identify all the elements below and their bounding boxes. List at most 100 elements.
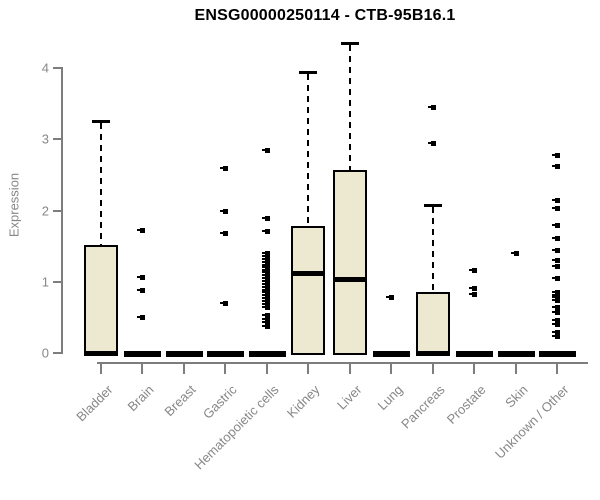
outlier-point-hematopoietic-cells bbox=[261, 270, 270, 276]
outlier-point-hematopoietic-cells bbox=[261, 256, 270, 262]
outlier-point-hematopoietic-cells bbox=[261, 273, 270, 279]
outlier-point-unknown-other bbox=[552, 276, 560, 282]
median-kidney bbox=[291, 271, 325, 277]
outlier-point-hematopoietic-cells bbox=[261, 281, 270, 287]
outlier-point-hematopoietic-cells bbox=[261, 254, 270, 260]
zero-bar-skin bbox=[497, 351, 535, 357]
outlier-point-hematopoietic-cells bbox=[261, 313, 270, 319]
outlier-point-brain bbox=[137, 275, 145, 281]
outlier-point-hematopoietic-cells bbox=[261, 304, 270, 310]
outlier-point-hematopoietic-cells bbox=[261, 229, 270, 235]
whisker-bladder bbox=[99, 122, 102, 245]
outlier-point-hematopoietic-cells bbox=[261, 301, 270, 307]
outlier-point-unknown-other bbox=[552, 333, 560, 339]
outlier-point-hematopoietic-cells bbox=[261, 284, 270, 290]
y-axis-tick-label: 3 bbox=[41, 131, 49, 147]
outlier-point-gastric bbox=[220, 231, 228, 237]
outlier-point-unknown-other bbox=[552, 197, 560, 203]
y-axis-tick bbox=[53, 67, 61, 69]
y-axis-tick-label: 1 bbox=[41, 274, 49, 290]
outlier-point-hematopoietic-cells bbox=[261, 264, 270, 270]
outlier-point-unknown-other bbox=[552, 235, 560, 241]
x-axis-label-liver: Liver bbox=[333, 382, 365, 413]
zero-bar-unknown-other bbox=[539, 351, 576, 357]
outlier-point-lung bbox=[386, 295, 394, 301]
outlier-point-gastric bbox=[220, 165, 228, 171]
outlier-point-hematopoietic-cells bbox=[261, 287, 270, 293]
outlier-point-hematopoietic-cells bbox=[261, 298, 270, 304]
y-axis-tick bbox=[53, 352, 61, 354]
y-axis-tick-label: 4 bbox=[41, 60, 49, 76]
x-axis-label-kidney: Kidney bbox=[283, 382, 323, 421]
box-bladder bbox=[83, 244, 118, 355]
outlier-point-hematopoietic-cells bbox=[261, 215, 270, 221]
x-axis-tick bbox=[224, 362, 226, 374]
x-axis-tick bbox=[307, 362, 309, 374]
x-axis-tick bbox=[99, 362, 102, 374]
whisker-cap-liver bbox=[340, 42, 359, 46]
x-axis-label-prostate: Prostate bbox=[443, 382, 489, 427]
median-pancreas bbox=[415, 351, 450, 356]
y-axis-tick-label: 2 bbox=[41, 203, 49, 218]
median-liver bbox=[332, 276, 367, 282]
outlier-point-unknown-other bbox=[552, 330, 560, 336]
whisker-kidney bbox=[307, 73, 309, 227]
outlier-point-hematopoietic-cells bbox=[261, 276, 270, 282]
zero-bar-brain bbox=[124, 351, 161, 357]
outlier-point-unknown-other bbox=[552, 247, 560, 253]
outlier-point-unknown-other bbox=[552, 318, 560, 324]
outlier-point-unknown-other bbox=[552, 309, 560, 315]
zero-bar-gastric bbox=[207, 351, 244, 357]
outlier-point-prostate bbox=[469, 268, 477, 274]
x-axis-tick bbox=[348, 362, 351, 374]
whisker-liver bbox=[348, 45, 351, 170]
zero-bar-breast bbox=[165, 351, 203, 357]
outlier-point-unknown-other bbox=[552, 298, 560, 304]
x-axis-label-pancreas: Pancreas bbox=[397, 382, 448, 432]
y-axis-line bbox=[61, 67, 63, 354]
x-axis-tick bbox=[265, 362, 268, 374]
outlier-point-gastric bbox=[220, 301, 228, 307]
x-axis-label-brain: Brain bbox=[124, 382, 157, 415]
outlier-point-unknown-other bbox=[552, 164, 560, 170]
outlier-point-brain bbox=[137, 227, 145, 233]
x-axis-label-gastric: Gastric bbox=[199, 382, 240, 422]
y-axis-tick bbox=[53, 138, 61, 141]
x-axis-label-unknown-other: Unknown / Other bbox=[492, 382, 572, 462]
box-pancreas bbox=[415, 291, 450, 355]
y-axis-tick bbox=[53, 209, 61, 212]
outlier-point-hematopoietic-cells bbox=[261, 293, 270, 299]
x-axis-tick bbox=[431, 362, 434, 374]
x-axis-tick bbox=[141, 362, 143, 374]
x-axis-tick bbox=[473, 362, 475, 374]
zero-bar-hematopoietic-cells bbox=[248, 351, 286, 357]
x-axis-tick bbox=[390, 362, 392, 374]
outlier-point-pancreas bbox=[427, 140, 436, 146]
outlier-point-pancreas bbox=[427, 105, 436, 111]
outlier-point-hematopoietic-cells bbox=[261, 316, 270, 322]
outlier-point-prostate bbox=[469, 286, 477, 292]
outlier-point-prostate bbox=[469, 291, 477, 297]
whisker-cap-bladder bbox=[91, 119, 110, 123]
outlier-point-hematopoietic-cells bbox=[261, 320, 270, 326]
outlier-point-hematopoietic-cells bbox=[261, 147, 270, 153]
outlier-point-unknown-other bbox=[552, 321, 560, 327]
x-axis-label-lung: Lung bbox=[374, 382, 406, 414]
box-kidney bbox=[291, 226, 325, 355]
y-axis-tick-label: 0 bbox=[41, 345, 49, 361]
outlier-point-unknown-other bbox=[552, 205, 560, 211]
outlier-point-unknown-other bbox=[552, 222, 560, 228]
zero-bar-lung bbox=[373, 351, 410, 357]
x-axis-tick bbox=[182, 362, 185, 374]
x-axis-label-bladder: Bladder bbox=[72, 382, 116, 425]
outlier-point-hematopoietic-cells bbox=[261, 296, 270, 302]
outlier-point-hematopoietic-cells bbox=[261, 259, 270, 265]
outlier-point-hematopoietic-cells bbox=[261, 267, 270, 273]
outlier-point-unknown-other bbox=[552, 257, 560, 263]
whisker-pancreas bbox=[431, 206, 434, 292]
x-axis-tick bbox=[556, 362, 558, 374]
outlier-point-unknown-other bbox=[552, 292, 560, 298]
zero-bar-prostate bbox=[456, 351, 493, 357]
outlier-point-unknown-other bbox=[552, 295, 560, 301]
